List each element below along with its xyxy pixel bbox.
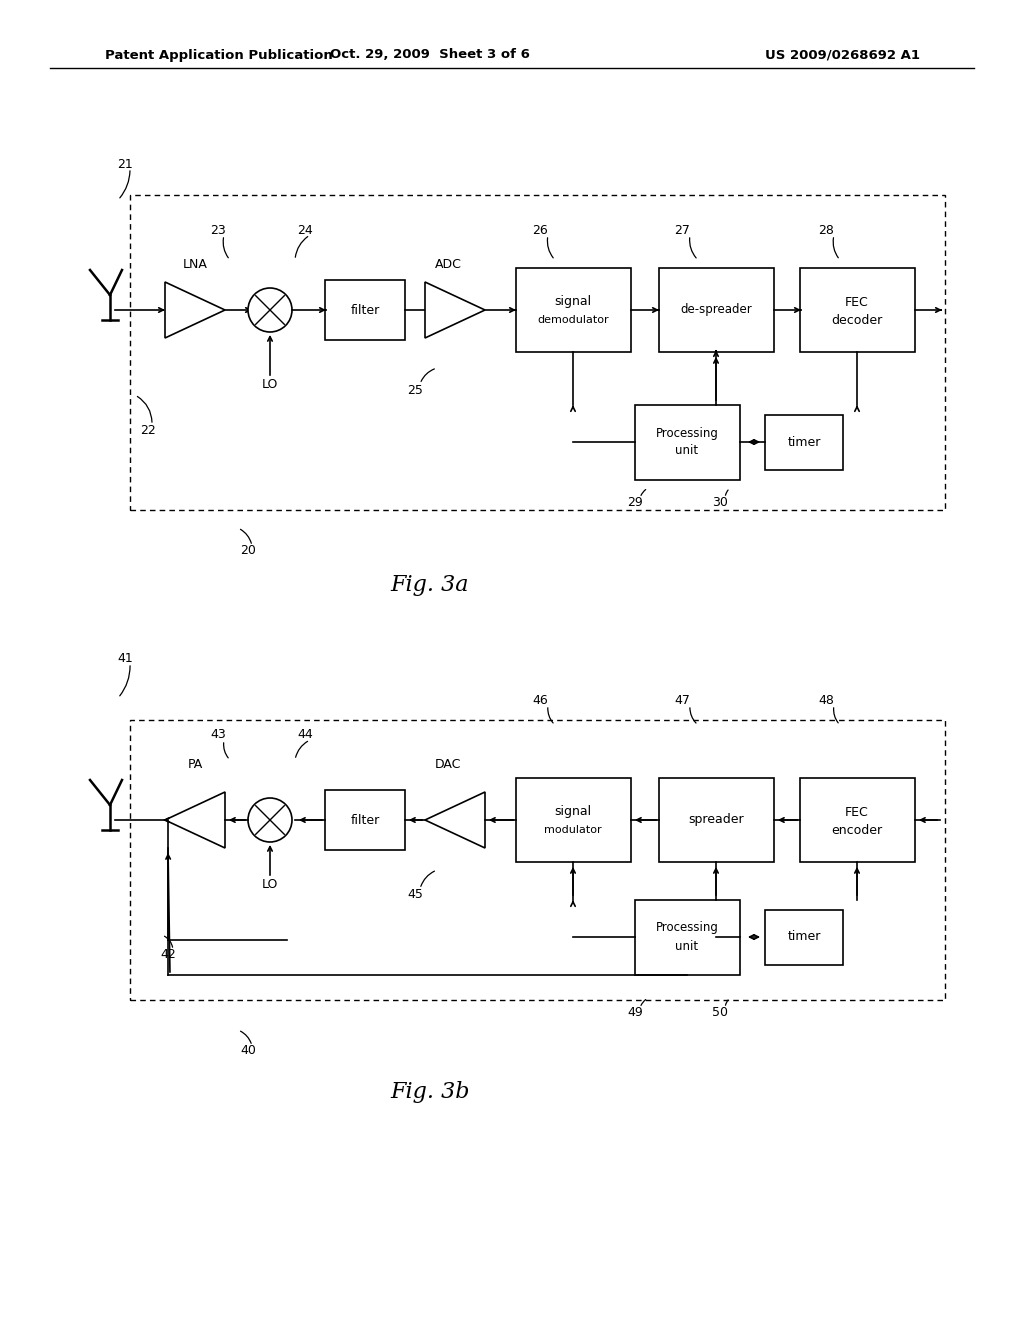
Text: 29: 29 — [627, 495, 643, 508]
FancyBboxPatch shape — [325, 280, 406, 341]
Text: 25: 25 — [408, 384, 423, 396]
FancyBboxPatch shape — [635, 900, 740, 975]
FancyBboxPatch shape — [765, 414, 843, 470]
Text: decoder: decoder — [831, 314, 883, 326]
Text: PA: PA — [187, 759, 203, 771]
FancyBboxPatch shape — [765, 909, 843, 965]
Text: 43: 43 — [210, 729, 226, 742]
Text: signal: signal — [554, 296, 592, 309]
Circle shape — [248, 288, 292, 333]
Text: 49: 49 — [627, 1006, 643, 1019]
Text: unit: unit — [676, 940, 698, 953]
Text: de-spreader: de-spreader — [680, 304, 752, 317]
Text: Processing: Processing — [655, 426, 719, 440]
Text: Patent Application Publication: Patent Application Publication — [105, 49, 333, 62]
Text: 44: 44 — [297, 729, 313, 742]
Text: 46: 46 — [532, 693, 548, 706]
FancyBboxPatch shape — [516, 268, 631, 352]
FancyBboxPatch shape — [800, 268, 915, 352]
FancyBboxPatch shape — [659, 777, 774, 862]
Text: Processing: Processing — [655, 921, 719, 935]
Text: 23: 23 — [210, 223, 226, 236]
Text: 30: 30 — [712, 495, 728, 508]
Text: LNA: LNA — [182, 259, 208, 272]
Text: LO: LO — [262, 879, 279, 891]
Text: unit: unit — [676, 445, 698, 458]
Text: filter: filter — [350, 813, 380, 826]
Text: filter: filter — [350, 304, 380, 317]
FancyBboxPatch shape — [325, 789, 406, 850]
Text: 28: 28 — [818, 223, 834, 236]
Text: LO: LO — [262, 379, 279, 392]
Polygon shape — [425, 792, 485, 847]
Text: DAC: DAC — [435, 759, 461, 771]
FancyBboxPatch shape — [635, 405, 740, 480]
Text: 21: 21 — [117, 158, 133, 172]
Text: 26: 26 — [532, 223, 548, 236]
Text: 20: 20 — [240, 544, 256, 557]
Text: 48: 48 — [818, 693, 834, 706]
Text: FEC: FEC — [845, 296, 869, 309]
Text: modulator: modulator — [544, 825, 602, 836]
Polygon shape — [165, 792, 225, 847]
Text: 22: 22 — [140, 424, 156, 437]
Text: timer: timer — [787, 931, 820, 944]
Text: 45: 45 — [408, 888, 423, 902]
Text: 47: 47 — [674, 693, 690, 706]
Text: US 2009/0268692 A1: US 2009/0268692 A1 — [765, 49, 920, 62]
Text: 24: 24 — [297, 223, 313, 236]
FancyBboxPatch shape — [800, 777, 915, 862]
Text: ADC: ADC — [434, 259, 462, 272]
Text: FEC: FEC — [845, 805, 869, 818]
Text: Fig. 3b: Fig. 3b — [390, 1081, 470, 1104]
Text: demodulator: demodulator — [538, 315, 609, 325]
Text: encoder: encoder — [831, 824, 883, 837]
FancyBboxPatch shape — [516, 777, 631, 862]
FancyBboxPatch shape — [659, 268, 774, 352]
Polygon shape — [425, 282, 485, 338]
Text: 27: 27 — [674, 223, 690, 236]
Text: Fig. 3a: Fig. 3a — [391, 574, 469, 597]
Text: Oct. 29, 2009  Sheet 3 of 6: Oct. 29, 2009 Sheet 3 of 6 — [330, 49, 530, 62]
Text: 42: 42 — [160, 949, 176, 961]
Text: 41: 41 — [117, 652, 133, 664]
Circle shape — [248, 799, 292, 842]
Text: spreader: spreader — [688, 813, 743, 826]
Text: 50: 50 — [712, 1006, 728, 1019]
Text: signal: signal — [554, 805, 592, 818]
Text: timer: timer — [787, 436, 820, 449]
Polygon shape — [165, 282, 225, 338]
Text: 40: 40 — [240, 1044, 256, 1056]
